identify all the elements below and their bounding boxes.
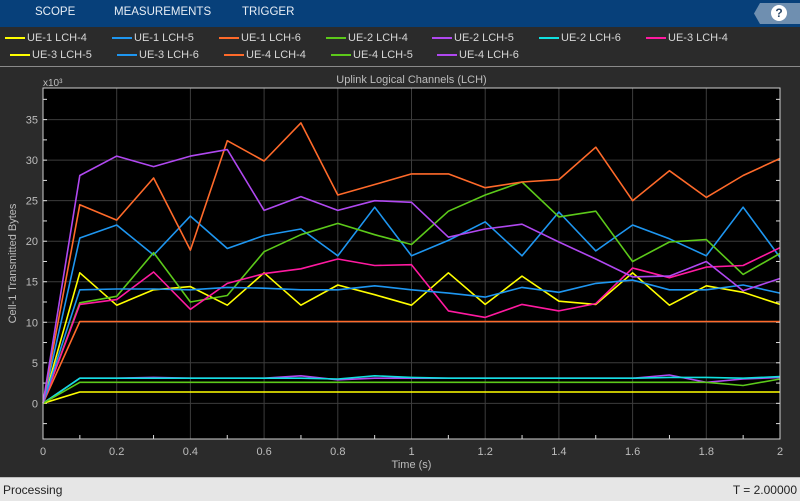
series-line-ue-4-lch-4: [42, 122, 781, 404]
plot-border: [42, 87, 781, 440]
legend-item[interactable]: UE-2 LCH-5: [432, 32, 514, 44]
x-tick-label: 1.2: [478, 446, 493, 458]
y-tick-label: 5: [32, 358, 38, 370]
legend-swatch: [117, 54, 137, 57]
y-tick-label: 30: [26, 155, 38, 167]
series-line-ue-4-lch-5: [42, 378, 781, 404]
legend-item[interactable]: UE-4 LCH-4: [224, 49, 306, 61]
status-text: Processing: [3, 483, 63, 497]
y-axis-label: Cell-1 Transmitted Bytes: [7, 203, 19, 323]
x-tick-label: 1: [408, 446, 414, 458]
series-line-ue-3-lch-6: [42, 279, 781, 404]
chart-title: Uplink Logical Channels (LCH): [336, 74, 486, 86]
legend-item[interactable]: UE-2 LCH-4: [326, 32, 408, 44]
y-tick-label: 15: [26, 277, 38, 289]
x-tick-label: 1.6: [625, 446, 640, 458]
series-line-ue-3-lch-4: [42, 246, 781, 404]
help-button[interactable]: ?: [754, 3, 800, 24]
legend: UE-1 LCH-4 UE-1 LCH-5 UE-1 LCH-6 UE-2 LCH-4…: [0, 27, 800, 67]
help-icon: ?: [771, 5, 787, 21]
legend-item[interactable]: UE-1 LCH-5: [112, 32, 194, 44]
x-tick-label: 1.4: [551, 446, 566, 458]
x-tick-label: 0.4: [183, 446, 198, 458]
toolstrip: SCOPE MEASUREMENTS TRIGGER ?: [0, 0, 800, 27]
series-line-ue-4-lch-6: [42, 148, 781, 404]
legend-label: UE-2 LCH-5: [454, 32, 514, 44]
legend-label: UE-2 LCH-4: [348, 32, 408, 44]
legend-swatch: [219, 37, 239, 40]
legend-item[interactable]: UE-3 LCH-6: [117, 49, 199, 61]
time-readout: T = 2.00000: [732, 483, 797, 497]
legend-label: UE-3 LCH-4: [668, 32, 728, 44]
x-tick-label: 0.2: [109, 446, 124, 458]
legend-item[interactable]: UE-3 LCH-5: [10, 49, 92, 61]
x-tick-label: 1.8: [699, 446, 714, 458]
x-tick-label: 0.6: [256, 446, 271, 458]
x-tick-label: 0.8: [330, 446, 345, 458]
series-line-ue-1-lch-5: [42, 206, 781, 404]
legend-item[interactable]: UE-2 LCH-6: [539, 32, 621, 44]
y-exponent-label: x10³: [43, 78, 63, 89]
x-tick-label: 2: [777, 446, 783, 458]
series-line-ue-2-lch-4: [42, 181, 781, 404]
legend-swatch: [437, 54, 457, 57]
y-tick-label: 10: [26, 317, 38, 329]
legend-label: UE-1 LCH-6: [241, 32, 301, 44]
legend-swatch: [224, 54, 244, 57]
series-line-ue-2-lch-6: [42, 374, 781, 404]
legend-label: UE-3 LCH-5: [32, 49, 92, 61]
legend-label: UE-4 LCH-6: [459, 49, 519, 61]
tab-scope[interactable]: SCOPE: [35, 6, 76, 18]
tab-trigger[interactable]: TRIGGER: [242, 6, 295, 18]
legend-swatch: [112, 37, 132, 40]
chart: 0 0.2 0.4 0.6 0.8 1 1.2 1.4 1.6 1.8 20510152025303…: [7, 74, 783, 471]
legend-swatch: [10, 54, 30, 57]
legend-item[interactable]: UE-3 LCH-4: [646, 32, 728, 44]
y-tick-label: 0: [32, 398, 38, 410]
y-tick-label: 35: [26, 115, 38, 127]
tab-measurements[interactable]: MEASUREMENTS: [114, 6, 212, 18]
y-tick-label: 25: [26, 196, 38, 208]
series-line-ue-3-lch-5: [42, 391, 780, 405]
x-tick-label: 0: [40, 446, 46, 458]
legend-item[interactable]: UE-1 LCH-6: [219, 32, 301, 44]
legend-item[interactable]: UE-4 LCH-5: [331, 49, 413, 61]
legend-swatch: [5, 37, 25, 40]
x-axis-label: Time (s): [392, 459, 432, 471]
legend-label: UE-1 LCH-5: [134, 32, 194, 44]
legend-label: UE-4 LCH-4: [246, 49, 306, 61]
legend-item[interactable]: UE-1 LCH-4: [5, 32, 87, 44]
legend-swatch: [432, 37, 452, 40]
legend-swatch: [331, 54, 351, 57]
legend-swatch: [539, 37, 559, 40]
legend-label: UE-3 LCH-6: [139, 49, 199, 61]
series-line-ue-1-lch-6: [42, 320, 780, 404]
legend-swatch: [326, 37, 346, 40]
legend-label: UE-1 LCH-4: [27, 32, 87, 44]
legend-swatch: [646, 37, 666, 40]
y-tick-label: 20: [26, 236, 38, 248]
legend-label: UE-4 LCH-5: [353, 49, 413, 61]
legend-label: UE-2 LCH-6: [561, 32, 621, 44]
status-bar: Processing T = 2.00000: [0, 477, 800, 501]
legend-item[interactable]: UE-4 LCH-6: [437, 49, 519, 61]
